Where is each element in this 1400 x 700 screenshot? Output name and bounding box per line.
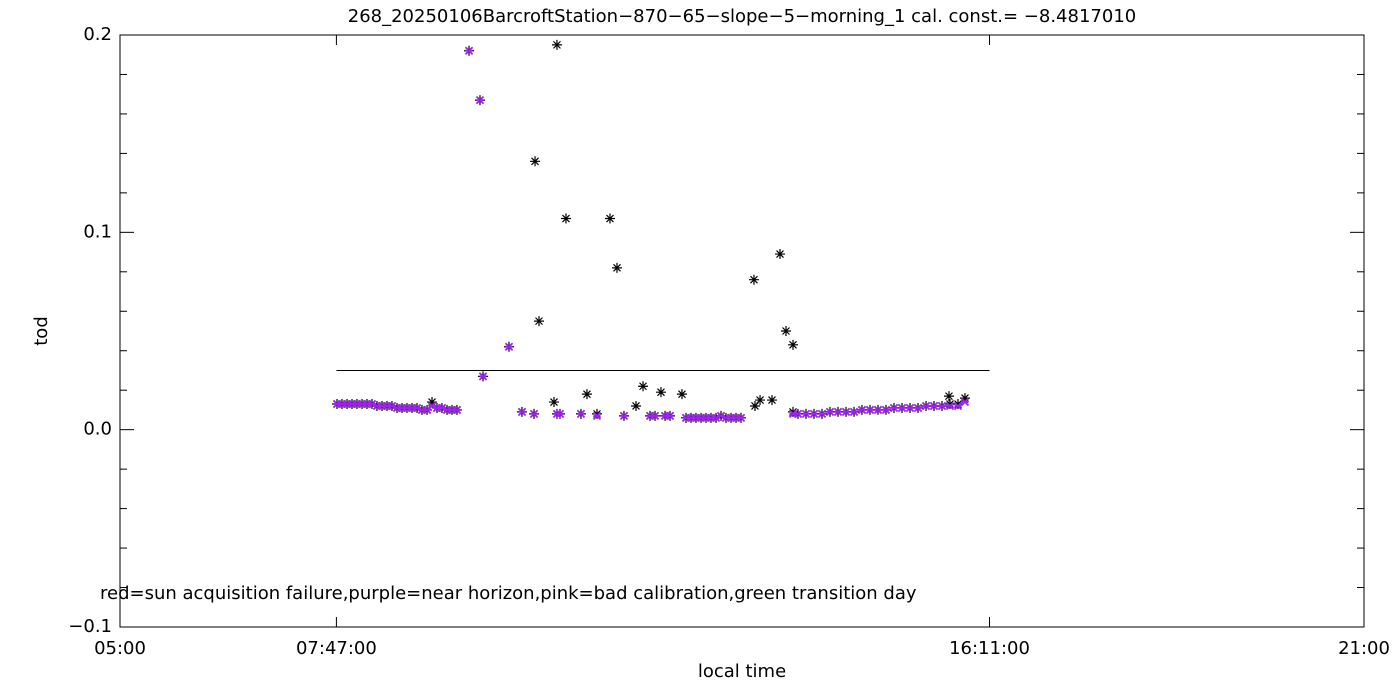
data-point: [604, 213, 615, 224]
data-point: [873, 405, 883, 415]
data-point: [592, 411, 602, 420]
data-point: [881, 405, 891, 415]
data-point: [638, 381, 649, 392]
data-point: [551, 39, 562, 50]
y-tick-label: 0.1: [83, 221, 112, 242]
data-point: [953, 401, 963, 411]
data-point: [464, 46, 474, 55]
data-point: [767, 395, 778, 406]
x-tick-label: 16:11:00: [949, 638, 1030, 659]
data-point: [944, 399, 955, 410]
y-tick-label: 0.2: [83, 24, 112, 45]
data-point: [952, 399, 963, 410]
data-point: [788, 339, 799, 350]
data-point: [650, 411, 660, 420]
data-point: [959, 393, 970, 404]
data-point: [591, 408, 602, 419]
annotation: red=sun acquisition failure,purple=near …: [100, 583, 917, 604]
x-tick-label: 05:00: [94, 638, 146, 659]
data-point: [937, 401, 947, 411]
data-point: [576, 409, 586, 419]
data-point: [748, 274, 759, 285]
y-tick-label: −0.1: [68, 616, 112, 637]
y-tick-label: 0.0: [83, 419, 112, 440]
chart-title: 268_20250106BarcroftStation−870−65−slope…: [348, 6, 1136, 27]
data-point: [549, 397, 559, 408]
data-point: [905, 403, 915, 413]
data-point: [533, 316, 544, 327]
plot-frame: [119, 34, 1365, 628]
data-point: [517, 407, 527, 417]
data-point: [897, 403, 907, 413]
data-point: [749, 400, 760, 411]
x-tick-label: 07:47:00: [296, 638, 377, 659]
data-point: [676, 389, 687, 400]
data-point: [857, 405, 867, 415]
data-point: [817, 409, 827, 419]
data-point: [943, 391, 954, 402]
data-point: [611, 262, 622, 273]
data-point: [475, 95, 485, 105]
data-point: [655, 387, 666, 398]
x-axis-label: local time: [698, 661, 786, 682]
data-point: [913, 403, 923, 413]
data-point: [945, 401, 955, 411]
data-point: [793, 409, 803, 419]
data-point: [555, 409, 565, 419]
data-point: [478, 372, 488, 381]
data-point: [801, 409, 811, 419]
data-point: [833, 407, 843, 417]
data-point: [736, 413, 746, 422]
data-point: [929, 401, 939, 411]
data-point: [755, 395, 766, 406]
data-point: [530, 156, 541, 167]
x-tick-label: 21:00: [1338, 638, 1390, 659]
data-point: [504, 342, 514, 351]
data-point: [427, 397, 438, 408]
data-point: [452, 405, 462, 415]
data-point: [788, 406, 799, 417]
data-point: [781, 326, 792, 336]
data-point: [775, 249, 786, 260]
y-axis-label: tod: [31, 316, 52, 346]
data-point: [921, 401, 931, 411]
data-point: [631, 400, 642, 411]
data-point: [849, 407, 859, 417]
data-point: [865, 405, 875, 415]
data-point: [841, 407, 851, 417]
data-point: [889, 403, 899, 413]
data-point: [809, 409, 819, 419]
data-point: [665, 411, 675, 420]
data-point: [619, 411, 629, 420]
data-point: [581, 389, 592, 400]
data-point: [825, 407, 835, 417]
data-point: [529, 409, 539, 419]
data-point: [560, 213, 571, 224]
data-point: [960, 397, 970, 407]
